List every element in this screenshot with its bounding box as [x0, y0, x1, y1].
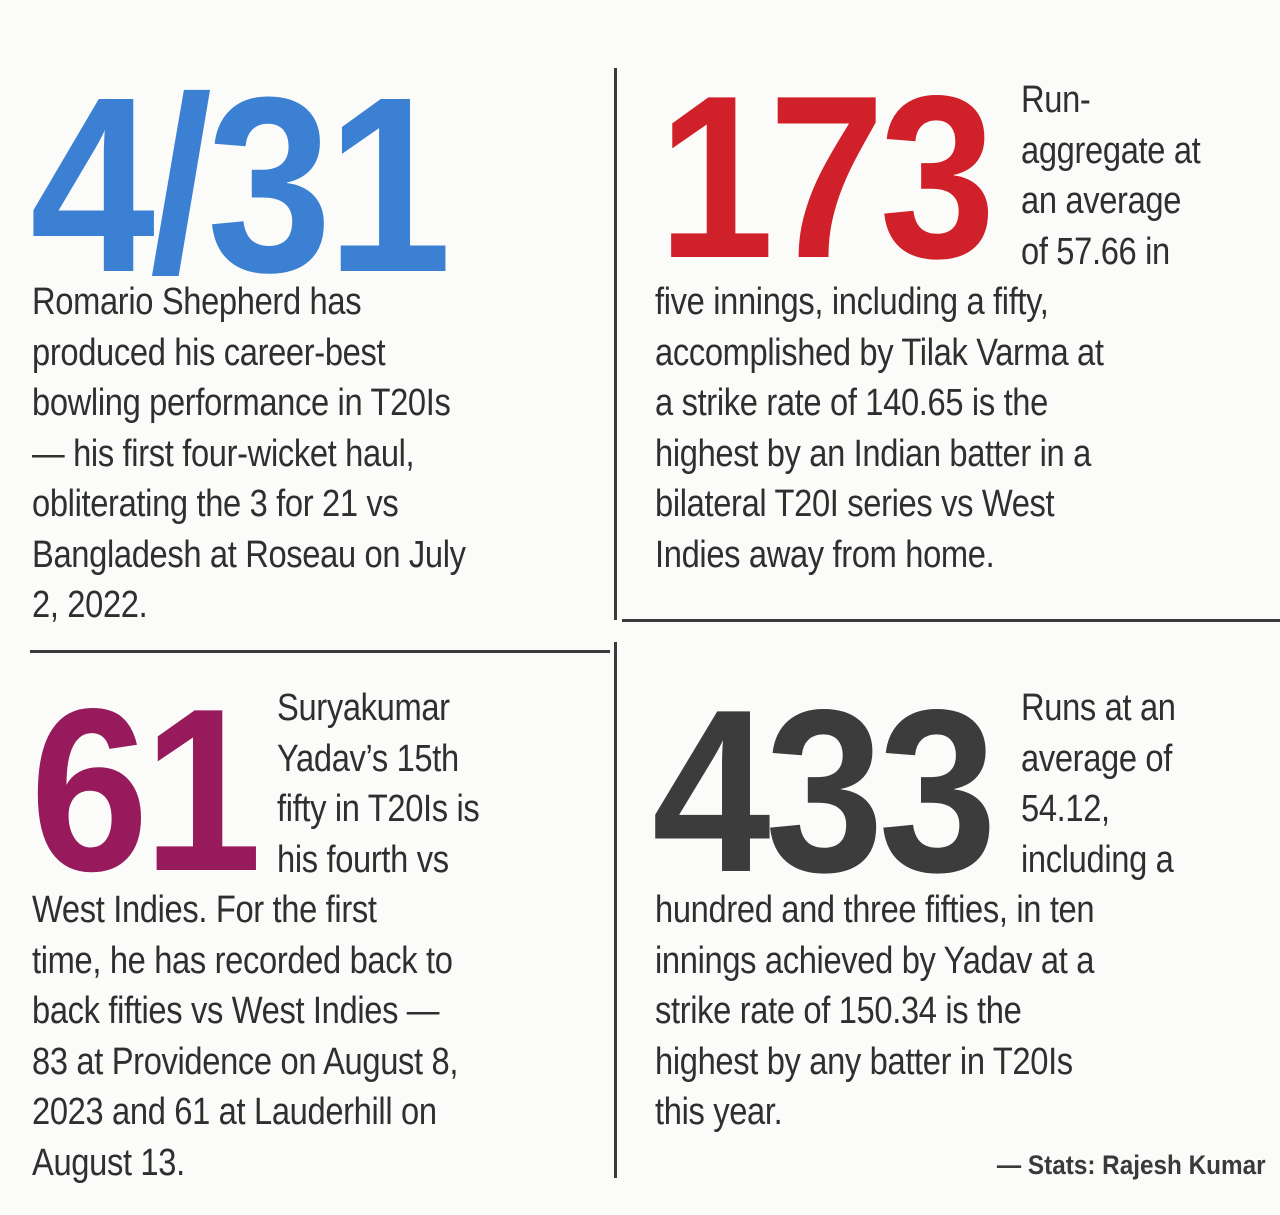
text-line: Indies away from home.	[655, 533, 995, 576]
text-line: back fifties vs West Indies —	[32, 990, 440, 1032]
text-line: including a	[1021, 838, 1174, 881]
vertical-divider-top	[614, 68, 617, 620]
text-line: strike rate of 150.34 is the	[655, 990, 1022, 1032]
text-line: Yadav’s 15th	[277, 737, 459, 780]
stat-panel-suryakumar-61: 61 Suryakumar Yadav’s 15th fifty in T20I…	[0, 655, 612, 1215]
text-line: — his first four-wicket haul,	[32, 432, 415, 475]
text-line: bilateral T20I series vs West	[655, 483, 1055, 525]
text-line: 2023 and 61 at Lauderhill on	[32, 1091, 437, 1133]
horizontal-divider-left	[30, 650, 610, 653]
text-line: an average	[1021, 180, 1182, 222]
stat-number: 61	[30, 661, 262, 920]
stat-panel-shepherd: 4/31 Romario Shepherd has produced his c…	[0, 0, 612, 648]
text-line: accomplished by Tilak Varma at	[655, 331, 1104, 374]
text-line: bowling performance in T20Is	[32, 382, 451, 424]
text-line: fifty in T20Is is	[277, 788, 480, 830]
text-line: this year.	[655, 1091, 783, 1133]
stat-description: hundred and three fifties, in ten inning…	[655, 885, 1274, 1138]
stat-number: 4/31	[30, 45, 452, 324]
stat-description: West Indies. For the first time, he has …	[32, 885, 612, 1188]
stat-side-description: Run- aggregate at an average of 57.66 in	[1021, 75, 1201, 277]
text-line: Runs at an	[1021, 687, 1176, 729]
text-line: 54.12,	[1021, 788, 1110, 830]
text-line: Suryakumar	[277, 687, 450, 729]
text-line: his fourth vs	[277, 838, 449, 881]
text-line: 83 at Providence on August 8,	[32, 1040, 459, 1083]
stat-number: 173	[658, 48, 996, 307]
stat-side-description: Runs at an average of 54.12, including a	[1021, 683, 1176, 885]
text-line: obliterating the 3 for 21 vs	[32, 483, 399, 525]
text-line: Bangladesh at Roseau on July	[32, 533, 466, 576]
text-line: hundred and three fifties, in ten	[655, 889, 1095, 931]
text-line: August 13.	[32, 1141, 185, 1184]
text-line: highest by an Indian batter in a	[655, 432, 1091, 475]
stats-credit: — Stats: Rajesh Kumar	[997, 1150, 1266, 1180]
stat-side-description: Suryakumar Yadav’s 15th fifty in T20Is i…	[277, 683, 480, 885]
text-line: Run-	[1021, 79, 1091, 121]
text-line: of 57.66 in	[1021, 230, 1170, 273]
stat-description: Romario Shepherd has produced his career…	[32, 277, 600, 631]
text-line: aggregate at	[1021, 129, 1201, 172]
text-line: time, he has recorded back to	[32, 939, 453, 982]
stat-number: 433	[652, 662, 997, 921]
text-line: average of	[1021, 737, 1172, 780]
stat-panel-tilak-varma: 173 Run- aggregate at an average of 57.6…	[618, 0, 1280, 618]
stat-description: five innings, including a fifty, accompl…	[655, 277, 1274, 580]
text-line: Romario Shepherd has	[32, 281, 362, 323]
text-line: five innings, including a fifty,	[655, 281, 1049, 323]
vertical-divider-bottom	[614, 642, 617, 1178]
horizontal-divider-right	[622, 619, 1280, 622]
text-line: highest by any batter in T20Is	[655, 1040, 1073, 1083]
text-line: produced his career-best	[32, 331, 386, 374]
text-line: innings achieved by Yadav at a	[655, 939, 1095, 982]
stat-panel-suryakumar-433: 433 Runs at an average of 54.12, includi…	[618, 623, 1280, 1215]
text-line: a strike rate of 140.65 is the	[655, 382, 1048, 424]
text-line: West Indies. For the first	[32, 889, 377, 931]
text-line: 2, 2022.	[32, 584, 148, 626]
